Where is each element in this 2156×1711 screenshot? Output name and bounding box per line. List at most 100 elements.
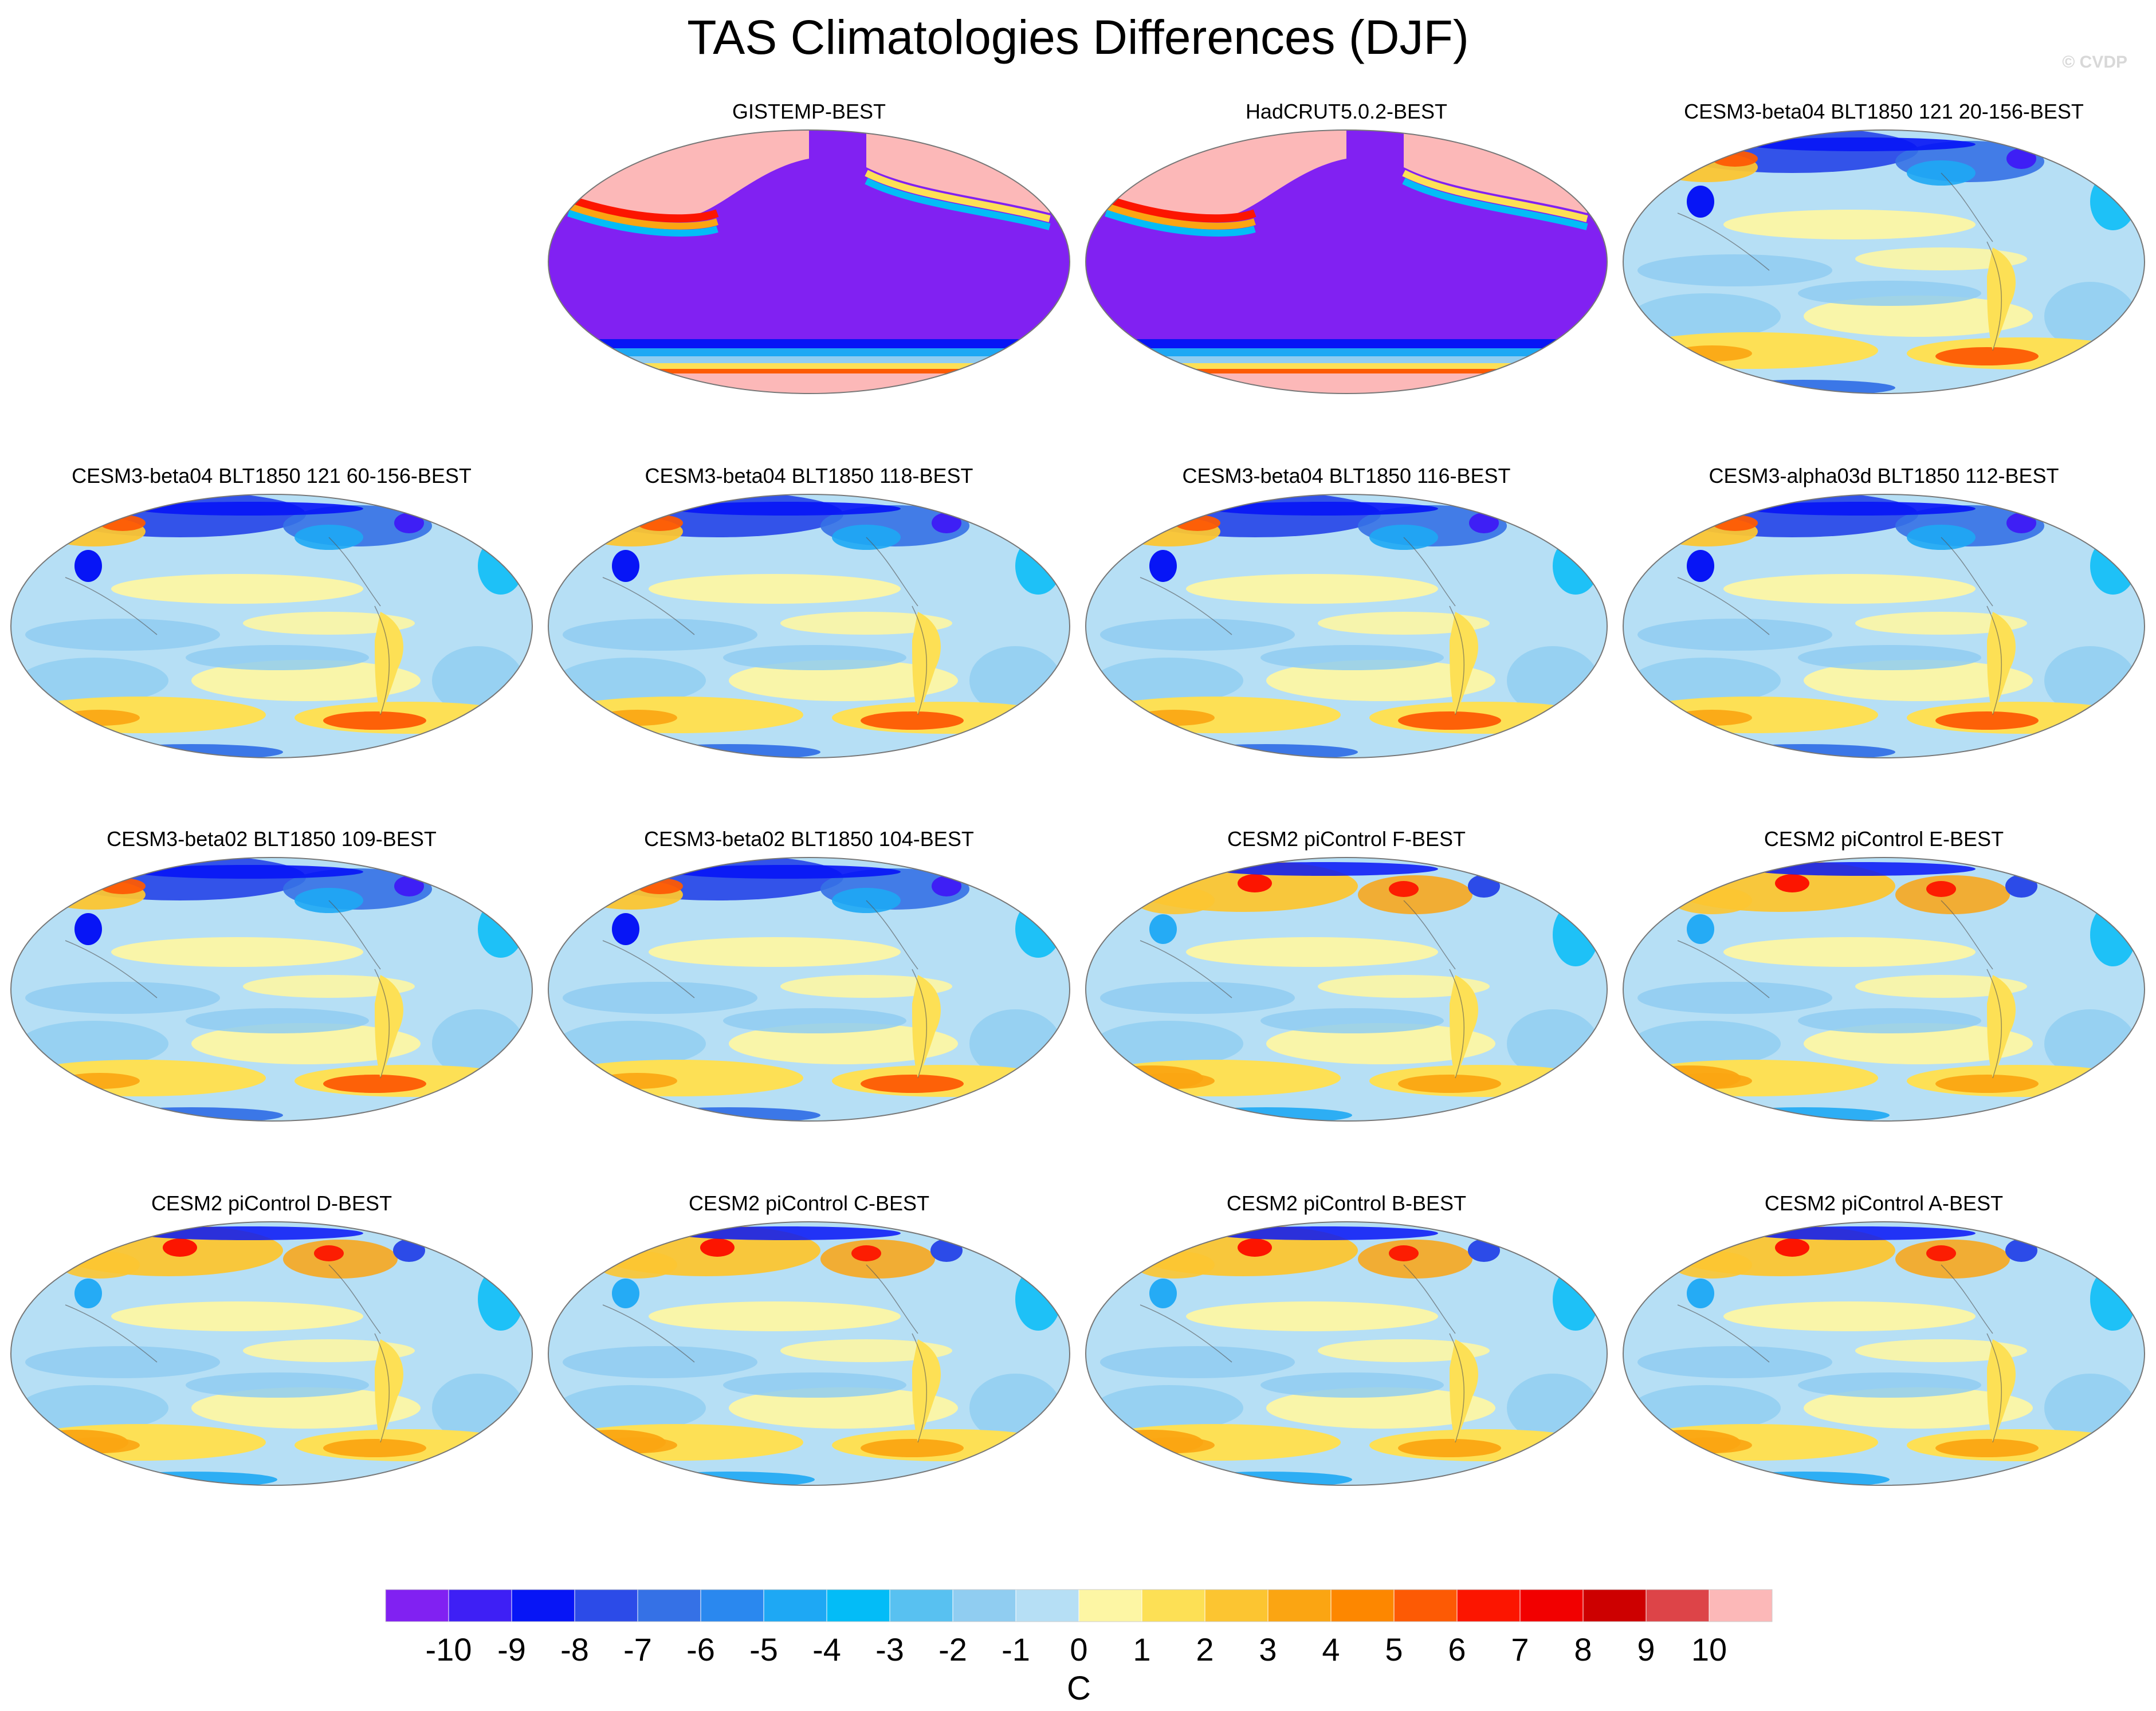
field-africa-cool [478, 900, 524, 958]
field-pacific-cool [723, 1372, 906, 1398]
colorbar-tick-label: 1 [1133, 1631, 1150, 1667]
edge-red [567, 195, 719, 223]
colorbar: -10 -9 -8 -7 -6 -5 -4 -3 -2 -1 0 1 2 3 4 5 6 7 8 9 10C [385, 1589, 1773, 1707]
map-field [1086, 130, 1607, 394]
field-south-indian-cool [19, 658, 168, 703]
map-outline [10, 1221, 533, 1486]
field-south-indian-cool [557, 1021, 706, 1067]
field-south-pacific-warm [191, 1023, 421, 1064]
map-panel: CESM2 piControl F-BEST [1083, 826, 1610, 1193]
field-south-pacific-warm [191, 1387, 421, 1429]
colorbar-box [637, 1589, 701, 1622]
field-arctic-cold [1209, 862, 1438, 876]
field-pacific-warm-band [1723, 937, 1976, 967]
map-outline [548, 129, 1070, 394]
map [10, 1221, 533, 1486]
field-tibet-cool [612, 1279, 639, 1308]
colorbar-tick-label: -10 [426, 1631, 472, 1667]
field-southern-ocean-hot [861, 711, 964, 730]
map-panel: CESM2 piControl B-BEST [1083, 1190, 1610, 1557]
field-indian-ocean-cool [563, 1346, 757, 1378]
panel-title: CESM2 piControl D-BEST [151, 1191, 392, 1215]
field-indian-ocean-cool [25, 982, 220, 1014]
field-arctic-cold [134, 1226, 363, 1240]
panel-title: GISTEMP-BEST [732, 100, 886, 123]
field-tibet-cold [1687, 186, 1714, 218]
field-tibet-cool [74, 1279, 102, 1308]
colorbar-box [889, 1589, 953, 1622]
colorbar-unit: C [1067, 1670, 1091, 1707]
colorbar-tick-label: -4 [812, 1631, 841, 1667]
field-pacific-warm-band [1318, 975, 1490, 998]
map [1085, 857, 1608, 1122]
field-pacific-warm-band [649, 574, 901, 604]
field-tibet-cold [1687, 550, 1714, 582]
field-southern-ocean-hot [60, 1073, 140, 1089]
edge-cyan [865, 178, 1051, 230]
field-namerica-warm [1358, 1240, 1472, 1279]
field-pacific-warm-band [111, 937, 363, 967]
map [1623, 1221, 2145, 1486]
field-greenland-cold [1469, 513, 1499, 533]
edge-yellow [1402, 170, 1588, 222]
map [10, 857, 533, 1122]
chart-title: TAS Climatologies Differences (DJF) [687, 10, 1469, 64]
map [1623, 857, 2145, 1122]
field-europe-warm [60, 1251, 140, 1279]
field-southern-ocean-hot [861, 1439, 964, 1457]
colorbar-tick-label: 6 [1448, 1631, 1466, 1667]
map-outline [1623, 129, 2145, 394]
colorbar-frame [385, 1589, 1773, 1622]
field-indian-ocean-cool [1100, 1346, 1295, 1378]
field-south-indian-cool [1094, 1021, 1243, 1067]
coastlines [65, 537, 390, 715]
map-outline [10, 857, 533, 1122]
coastlines [65, 900, 390, 1079]
field-southern-ocean-warm [14, 697, 266, 733]
field-pacific-warm-band [1186, 937, 1438, 967]
field-pacific-cool [1798, 1008, 1981, 1033]
field-southern-ocean-warm [551, 1424, 803, 1461]
field-southern-ocean-hot [1100, 1430, 1203, 1455]
map-field [548, 1222, 1070, 1485]
colorbar-tick-label: -7 [623, 1631, 652, 1667]
map-outline [548, 857, 1070, 1122]
field-tibet-cold [1149, 550, 1177, 582]
field-southern-ocean-warm [551, 1060, 803, 1096]
field-pacific-cool [1798, 645, 1981, 670]
field-europe-warm [1672, 1251, 1752, 1279]
colorbar-box [952, 1589, 1016, 1622]
panel-title: CESM3-beta04 BLT1850 118-BEST [645, 464, 973, 487]
field-pacific-warm-band [1723, 1301, 1976, 1331]
colorbar-box [763, 1589, 827, 1622]
coastlines [1677, 900, 2002, 1079]
field-southern-ocean-hot [1100, 1065, 1203, 1091]
panel-title: CESM3-beta04 BLT1850 121 20-156-BEST [1684, 100, 2084, 123]
field-southern-ocean-hot [1672, 345, 1752, 361]
coastlines [1677, 537, 2002, 715]
panel-title: CESM3-alpha03d BLT1850 112-BEST [1709, 464, 2059, 487]
field-africa-cool [2090, 173, 2136, 230]
field-indian-ocean-cool [563, 982, 757, 1014]
coastlines [1677, 172, 2002, 351]
field-southern-ocean-hot [861, 1075, 964, 1093]
coastlines [1140, 1264, 1464, 1443]
colorbar-tick-label: 2 [1196, 1631, 1214, 1667]
field-pacific-warm-band [243, 1339, 415, 1362]
colorbar-box [1709, 1589, 1773, 1622]
field-south-pacific-warm [729, 660, 958, 701]
field-tibet-cold [612, 550, 639, 582]
field-south-pacific-warm [729, 1387, 958, 1429]
field-southern-ocean-hot [323, 1075, 426, 1093]
field-namerica-hot [851, 1245, 881, 1261]
band-blue [548, 339, 1070, 348]
field-indian-ocean-cool [1100, 619, 1295, 651]
watermark: © CVDP [2062, 53, 2127, 72]
field-pacific-cool [1260, 645, 1444, 670]
field-arctic-cold [134, 865, 363, 879]
colorbar-box [1015, 1589, 1079, 1622]
field-arctic-cold [671, 1226, 901, 1240]
colorbar-tick-label: -2 [938, 1631, 967, 1667]
field-south-indian-cool [557, 658, 706, 703]
map-panel: CESM3-beta04 BLT1850 118-BEST [545, 463, 1073, 829]
